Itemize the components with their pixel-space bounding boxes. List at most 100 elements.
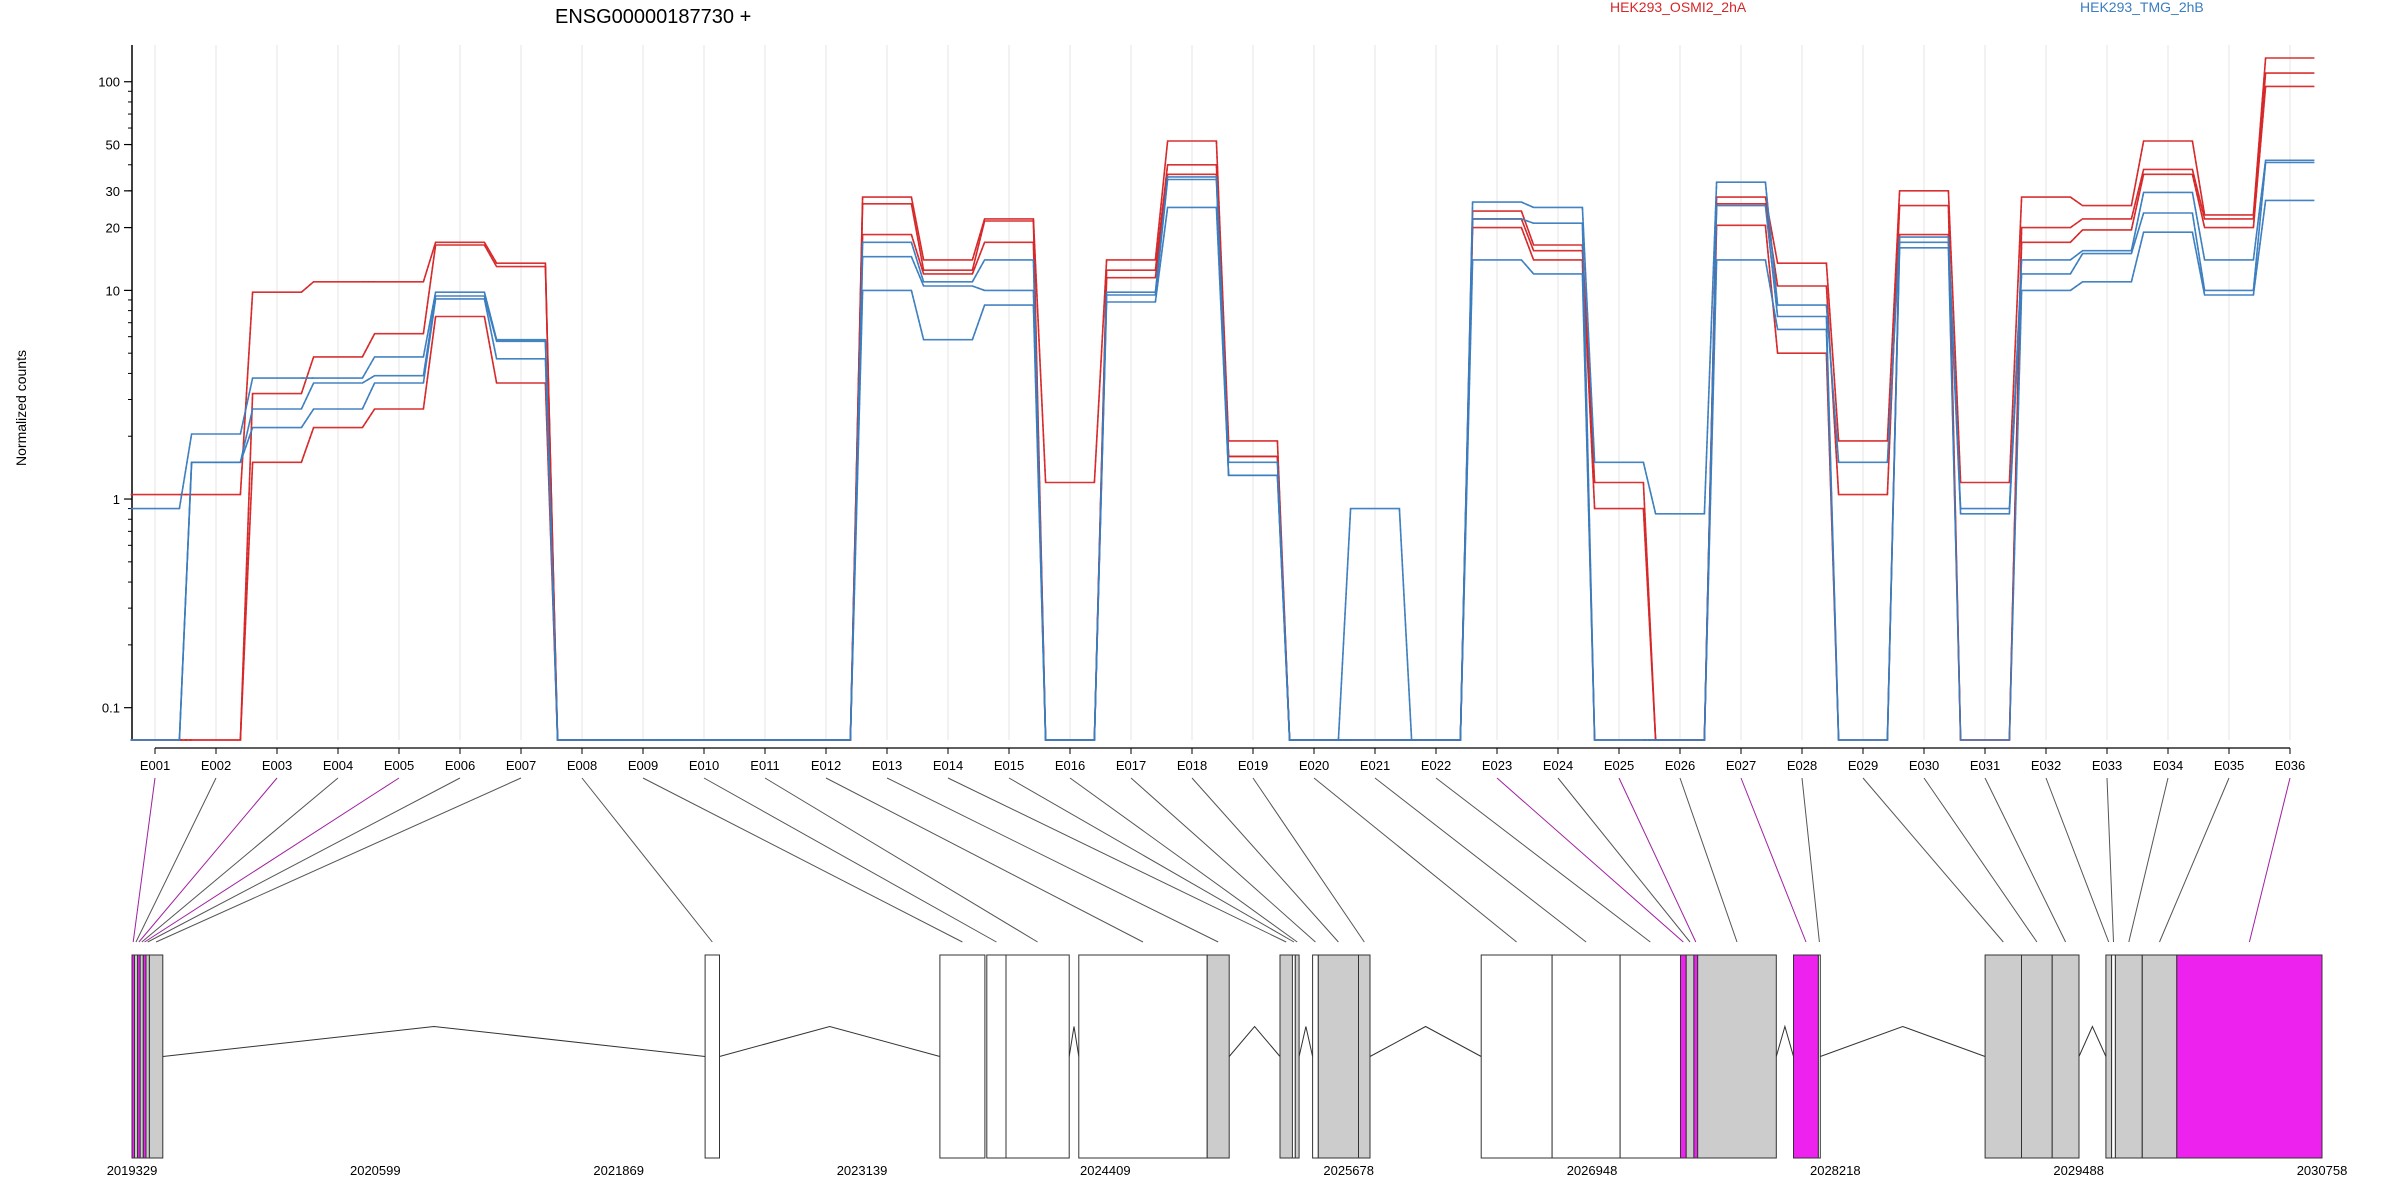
connector-e011	[764, 777, 1038, 943]
gene-model	[131, 954, 2323, 1159]
intron-e026	[1775, 1024, 1794, 1057]
x-tick-label-e034: E034	[2153, 758, 2183, 773]
connector-e012	[825, 777, 1144, 943]
exon-e014	[1279, 954, 1293, 1159]
x-tick-label-e013: E013	[872, 758, 902, 773]
x-tick-label-e014: E014	[933, 758, 963, 773]
connector-e023	[1496, 777, 1684, 943]
x-tick-label-e026: E026	[1665, 758, 1695, 773]
genomic-coordinate-label: 2024409	[1080, 1163, 1131, 1178]
genomic-coordinate-label: 2028218	[1810, 1163, 1861, 1178]
x-tick-label-e027: E027	[1726, 758, 1756, 773]
connector-e009	[642, 777, 963, 943]
exon-e010	[986, 954, 1007, 1159]
x-tick-label-e010: E010	[689, 758, 719, 773]
exon-e016	[1294, 954, 1300, 1159]
x-tick-label-e006: E006	[445, 758, 475, 773]
x-tick-label-e025: E025	[1604, 758, 1634, 773]
x-tick-label-e019: E019	[1238, 758, 1268, 773]
intron-e007	[162, 1025, 706, 1057]
exon-e006	[145, 954, 150, 1159]
exon-e021	[1551, 954, 1621, 1159]
connector-e014	[947, 777, 1287, 943]
x-tick-label-e016: E016	[1055, 758, 1085, 773]
y-tick-label: 1	[113, 492, 120, 507]
connector-e004	[141, 777, 339, 943]
x-tick-label-e032: E032	[2031, 758, 2061, 773]
intron-e013	[1228, 1025, 1281, 1057]
connector-e013	[886, 777, 1219, 943]
connector-e005	[144, 777, 400, 943]
intron-e011	[1068, 1026, 1080, 1057]
connector-e006	[147, 777, 461, 943]
exon-e024	[1685, 954, 1695, 1159]
exon-e008	[704, 954, 720, 1159]
y-tick-label: 30	[106, 184, 120, 199]
y-tick-label: 50	[106, 138, 120, 153]
connector-e027	[1740, 777, 1807, 943]
connector-e008	[581, 777, 713, 943]
intron-e031	[2078, 1025, 2107, 1057]
exon-e029	[1984, 954, 2022, 1159]
connector-e031	[1984, 777, 2067, 943]
exon-e019	[1358, 954, 1371, 1159]
x-tick-label-e020: E020	[1299, 758, 1329, 773]
y-tick-label: 20	[106, 221, 120, 236]
y-axis-label: Normalized counts	[13, 350, 29, 466]
connector-e028	[1801, 777, 1820, 943]
intron-e019	[1369, 1025, 1482, 1057]
genomic-coordinate-label: 2025678	[1323, 1163, 1374, 1178]
connector-e024	[1557, 777, 1691, 943]
chart-title: ENSG00000187730 +	[555, 6, 751, 28]
x-tick-label-e030: E030	[1909, 758, 1939, 773]
x-tick-label-e018: E018	[1177, 758, 1207, 773]
x-tick-label-e017: E017	[1116, 758, 1146, 773]
genomic-coordinate-label: 2019329	[107, 1163, 158, 1178]
legend-entry-osmi2: HEK293_OSMI2_2hA	[1610, 0, 1747, 15]
x-tick-label-e003: E003	[262, 758, 292, 773]
x-tick-label-e028: E028	[1787, 758, 1817, 773]
connector-e034	[2128, 777, 2169, 943]
exon-connectors	[132, 777, 2291, 943]
exon-e033	[2111, 954, 2116, 1159]
x-tick-label-e033: E033	[2092, 758, 2122, 773]
exon-e036	[2176, 954, 2323, 1159]
connector-e021	[1374, 777, 1587, 943]
genomic-axis: 2019329 2020599 2021869 2023139 2024409 20256…	[107, 1163, 2348, 1178]
connector-e022	[1435, 777, 1651, 943]
x-tick-label-e031: E031	[1970, 758, 2000, 773]
y-axis: 0.1 1 10 20 30 50 100	[98, 45, 133, 740]
connector-e035	[2159, 777, 2230, 943]
connector-e025	[1618, 777, 1697, 943]
exon-e013	[1206, 954, 1230, 1159]
x-tick-label-e023: E023	[1482, 758, 1512, 773]
x-tick-label-e008: E008	[567, 758, 597, 773]
connector-e001	[132, 777, 156, 943]
y-tick-label: 100	[98, 75, 120, 90]
series-line-0	[130, 57, 2315, 741]
series-line-1	[130, 72, 2315, 741]
series-line-2	[130, 85, 2315, 741]
series-connector-5	[178, 200, 2267, 741]
exon-e011	[1005, 954, 1070, 1159]
x-tick-label-e035: E035	[2214, 758, 2244, 773]
exon-e027	[1793, 954, 1819, 1159]
intron-e008	[719, 1025, 941, 1057]
y-tick-label: 0.1	[102, 701, 120, 716]
x-tick-label-e004: E004	[323, 758, 353, 773]
connector-e003	[138, 777, 278, 943]
connector-e020	[1313, 777, 1517, 943]
exon-e032	[2105, 954, 2113, 1159]
exon-e017	[1312, 954, 1319, 1159]
connector-e033	[2106, 777, 2114, 943]
connector-e029	[1862, 777, 2004, 943]
exon-e020	[1480, 954, 1553, 1159]
connector-e015	[1008, 777, 1295, 943]
exon-e012	[1078, 954, 1208, 1159]
x-tick-label-e015: E015	[994, 758, 1024, 773]
exon-e018	[1317, 954, 1360, 1159]
exon-e030	[2021, 954, 2053, 1159]
connector-e010	[703, 777, 997, 943]
connector-e016	[1069, 777, 1298, 943]
x-tick-label-e029: E029	[1848, 758, 1878, 773]
